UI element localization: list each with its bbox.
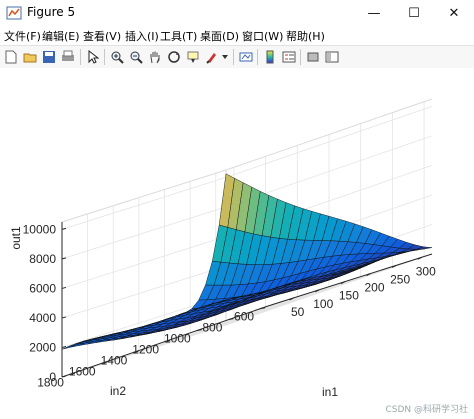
z-axis-label: out1 bbox=[9, 226, 23, 250]
gridline-y bbox=[196, 278, 361, 331]
x-tick-label: 300 bbox=[416, 264, 436, 278]
surface-patch bbox=[416, 246, 433, 250]
gridline-y bbox=[133, 300, 298, 353]
zoom-in-icon[interactable] bbox=[108, 48, 126, 66]
y-tick-label: 1800 bbox=[37, 375, 64, 389]
matlab-figure-icon bbox=[6, 6, 22, 20]
show-plot-tools-icon[interactable] bbox=[323, 48, 341, 66]
menu-file[interactable]: 文件(F) bbox=[4, 30, 41, 43]
zoom-out-icon[interactable] bbox=[127, 48, 145, 66]
figure-toolbar bbox=[0, 45, 474, 69]
menu-bar: 文件(F) 编辑(E) 查看(V) 插入(I) 工具(T) 桌面(D) 窗口(W… bbox=[0, 26, 474, 45]
z-tick-label: 6000 bbox=[29, 281, 56, 295]
y-tick-label: 1400 bbox=[101, 353, 128, 367]
hide-plot-tools-icon[interactable] bbox=[304, 48, 322, 66]
y-tick-label: 1000 bbox=[164, 332, 191, 346]
y-tick-mark bbox=[101, 361, 107, 364]
menu-tools[interactable]: 工具(T) bbox=[160, 30, 198, 43]
y-tick-mark bbox=[133, 350, 139, 353]
link-plot-icon[interactable] bbox=[237, 48, 255, 66]
save-icon[interactable] bbox=[40, 48, 58, 66]
data-cursor-icon[interactable] bbox=[184, 48, 202, 66]
gridline-z bbox=[61, 265, 227, 319]
surface-plot-axes[interactable]: 0 2000 4000 6000 8000 10000 600 800 1000 1200 1400… bbox=[0, 68, 474, 419]
brush-dropdown-icon[interactable] bbox=[220, 48, 230, 66]
y-tick-label: 1200 bbox=[132, 343, 159, 357]
y-tick-mark bbox=[259, 307, 266, 310]
axes-box bbox=[61, 222, 433, 378]
gridline-z bbox=[61, 236, 227, 289]
y-tick-label: 800 bbox=[202, 321, 222, 335]
z-tick-mark bbox=[61, 316, 67, 319]
close-button[interactable]: ✕ bbox=[448, 5, 460, 21]
z-tick-label: 8000 bbox=[29, 252, 56, 266]
y-axis-label: in2 bbox=[110, 384, 126, 398]
colorbar-icon[interactable] bbox=[261, 48, 279, 66]
x-tick-mark bbox=[417, 256, 422, 260]
y-tick-mark bbox=[196, 329, 202, 332]
select-arrow-icon[interactable] bbox=[84, 48, 102, 66]
x-tick-mark bbox=[289, 297, 294, 301]
z-tick-mark bbox=[61, 257, 67, 260]
menu-insert[interactable]: 插入(I) bbox=[125, 30, 159, 43]
x-tick-label: 200 bbox=[364, 281, 384, 295]
z-tick-mark bbox=[61, 375, 67, 378]
y-tick-label: 1600 bbox=[69, 364, 96, 378]
z-tick-label: 2000 bbox=[29, 340, 56, 354]
pan-hand-icon[interactable] bbox=[146, 48, 164, 66]
figure-canvas: 0 2000 4000 6000 8000 10000 600 800 1000 1200 1400… bbox=[0, 68, 474, 419]
legend-icon[interactable] bbox=[280, 48, 298, 66]
rotate-3d-icon[interactable] bbox=[165, 48, 183, 66]
surface-mesh bbox=[61, 173, 433, 350]
window-title: Figure 5 bbox=[27, 5, 76, 19]
z-tick-mark bbox=[61, 227, 67, 230]
minimize-button[interactable]: — bbox=[367, 5, 381, 21]
open-file-icon[interactable] bbox=[21, 48, 39, 66]
x-tick-mark bbox=[391, 264, 397, 268]
gridline-y bbox=[228, 267, 393, 321]
x-tick-label: 150 bbox=[339, 289, 359, 303]
axes-frame bbox=[225, 98, 433, 171]
axes-frame bbox=[61, 169, 227, 223]
menu-window[interactable]: 窗口(W) bbox=[242, 30, 284, 43]
z-tick-label: 4000 bbox=[29, 311, 56, 325]
x-tick-label: 100 bbox=[313, 297, 333, 311]
gridline-z bbox=[61, 206, 227, 260]
gridline-y bbox=[101, 310, 266, 364]
menu-desktop[interactable]: 桌面(D) bbox=[200, 30, 240, 43]
x-tick-label: 250 bbox=[390, 272, 410, 286]
x-axis-label: in1 bbox=[322, 385, 338, 399]
x-axis-line bbox=[267, 253, 433, 307]
gridline-y bbox=[164, 289, 330, 342]
tick-labels: 0 2000 4000 6000 8000 10000 600 800 1000 1200 1400… bbox=[23, 222, 436, 389]
z-tick-label: 0 bbox=[49, 370, 56, 384]
menu-view[interactable]: 查看(V) bbox=[83, 30, 122, 43]
maximize-button[interactable]: ☐ bbox=[408, 5, 420, 21]
x-tick-mark bbox=[340, 281, 346, 285]
x-tick-mark bbox=[366, 273, 371, 276]
x-tick-mark bbox=[315, 289, 320, 293]
y-tick-mark bbox=[69, 372, 76, 375]
gridline-z bbox=[61, 176, 227, 230]
print-icon[interactable] bbox=[59, 48, 77, 66]
menu-help[interactable]: 帮助(H) bbox=[286, 30, 325, 43]
gridline-y bbox=[69, 321, 235, 375]
title-bar[interactable]: Figure 5 — ☐ ✕ bbox=[0, 0, 474, 27]
watermark: CSDN @科研学习社 bbox=[385, 405, 468, 415]
z-tick-mark bbox=[61, 345, 67, 348]
z-tick-label: 10000 bbox=[23, 222, 57, 236]
menu-edit[interactable]: 编辑(E) bbox=[42, 30, 80, 43]
x-tick-label: 50 bbox=[291, 305, 305, 319]
y-tick-mark bbox=[228, 318, 234, 321]
y-tick-mark bbox=[164, 340, 171, 342]
y-tick-label: 600 bbox=[234, 310, 254, 324]
brush-icon[interactable] bbox=[203, 48, 221, 66]
z-tick-mark bbox=[61, 286, 67, 289]
new-figure-icon[interactable] bbox=[2, 48, 20, 66]
